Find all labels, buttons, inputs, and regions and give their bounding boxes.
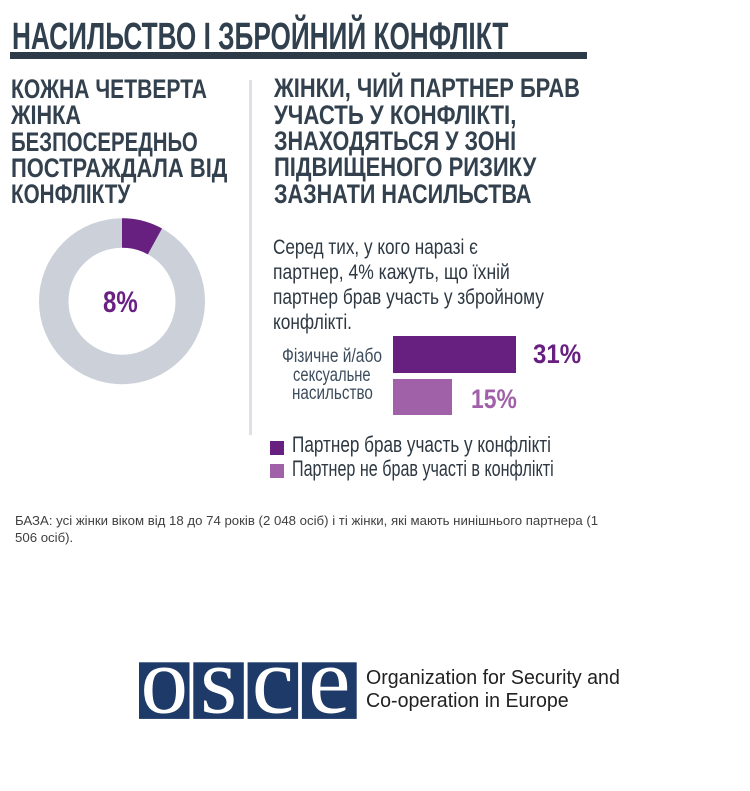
- svg-text:o: o: [140, 628, 188, 734]
- svg-text:c: c: [252, 628, 294, 734]
- svg-text:s: s: [200, 628, 237, 734]
- svg-text:e: e: [308, 628, 350, 734]
